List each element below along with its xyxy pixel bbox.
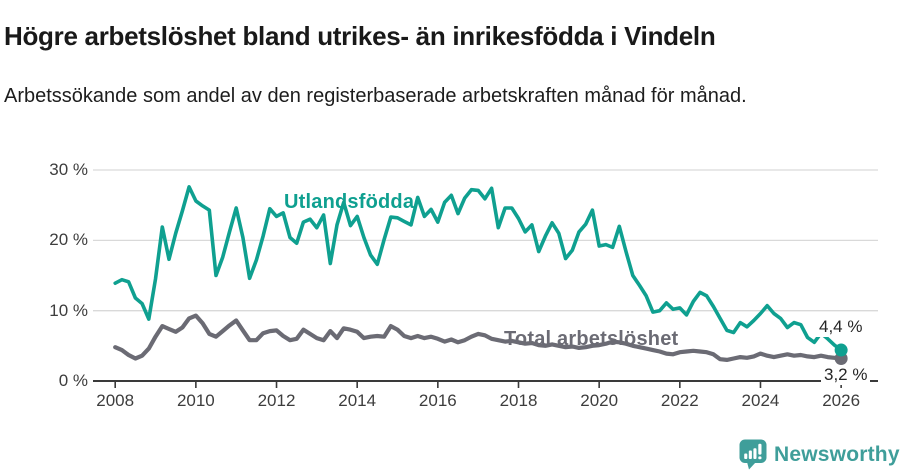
y-axis-label-30: 30 %	[49, 160, 88, 179]
x-axis-label-2022: 2022	[660, 391, 699, 410]
series-label-utlandsfodda: Utlandsfödda	[284, 191, 415, 213]
newsworthy-logo-text: Newsworthy	[774, 442, 900, 466]
x-axis-label-2024: 2024	[741, 391, 780, 410]
newsworthy-logo[interactable]: Newsworthy	[739, 439, 900, 470]
page-title: Högre arbetslöshet bland utrikes- än inr…	[4, 21, 716, 52]
y-axis-label-10: 10 %	[49, 300, 88, 320]
x-axis-label-2014: 2014	[338, 391, 377, 410]
series-line-total	[113, 313, 844, 362]
chart-subtitle: Arbetssökande som andel av den registerb…	[4, 85, 747, 107]
x-axis-label-2018: 2018	[499, 391, 538, 410]
x-axis-label-2010: 2010	[176, 391, 215, 410]
series-label-total-arbetsloshet: Total arbetslöshet	[504, 328, 679, 350]
end-value-label-total: 3,2 %	[821, 365, 871, 385]
x-axis-label-2020: 2020	[580, 391, 619, 410]
end-value-label-utlandsfodda: 4,4 %	[816, 317, 866, 337]
x-axis-label-2012: 2012	[257, 391, 296, 410]
x-axis-label-2008: 2008	[96, 391, 135, 410]
y-axis-label-0: 0 %	[58, 371, 88, 390]
x-axis-label-2016: 2016	[418, 391, 457, 410]
x-axis-label-2026: 2026	[822, 391, 861, 410]
newsworthy-chart-bubble-icon	[739, 439, 767, 470]
y-axis-label-20: 20 %	[49, 230, 88, 250]
end-dot-utlandsfodda	[834, 343, 848, 357]
series-line-utlandsfodda	[113, 185, 843, 352]
